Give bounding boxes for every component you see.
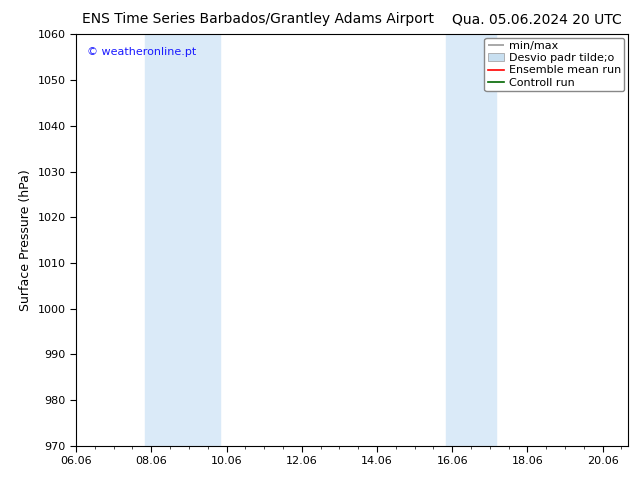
Text: Qua. 05.06.2024 20 UTC: Qua. 05.06.2024 20 UTC [451,12,621,26]
Legend: min/max, Desvio padr tilde;o, Ensemble mean run, Controll run: min/max, Desvio padr tilde;o, Ensemble m… [484,38,624,91]
Text: ENS Time Series Barbados/Grantley Adams Airport: ENS Time Series Barbados/Grantley Adams … [82,12,434,26]
Y-axis label: Surface Pressure (hPa): Surface Pressure (hPa) [19,169,32,311]
Bar [446,34,496,446]
Bar [145,34,220,446]
Text: © weatheronline.pt: © weatheronline.pt [87,47,197,57]
